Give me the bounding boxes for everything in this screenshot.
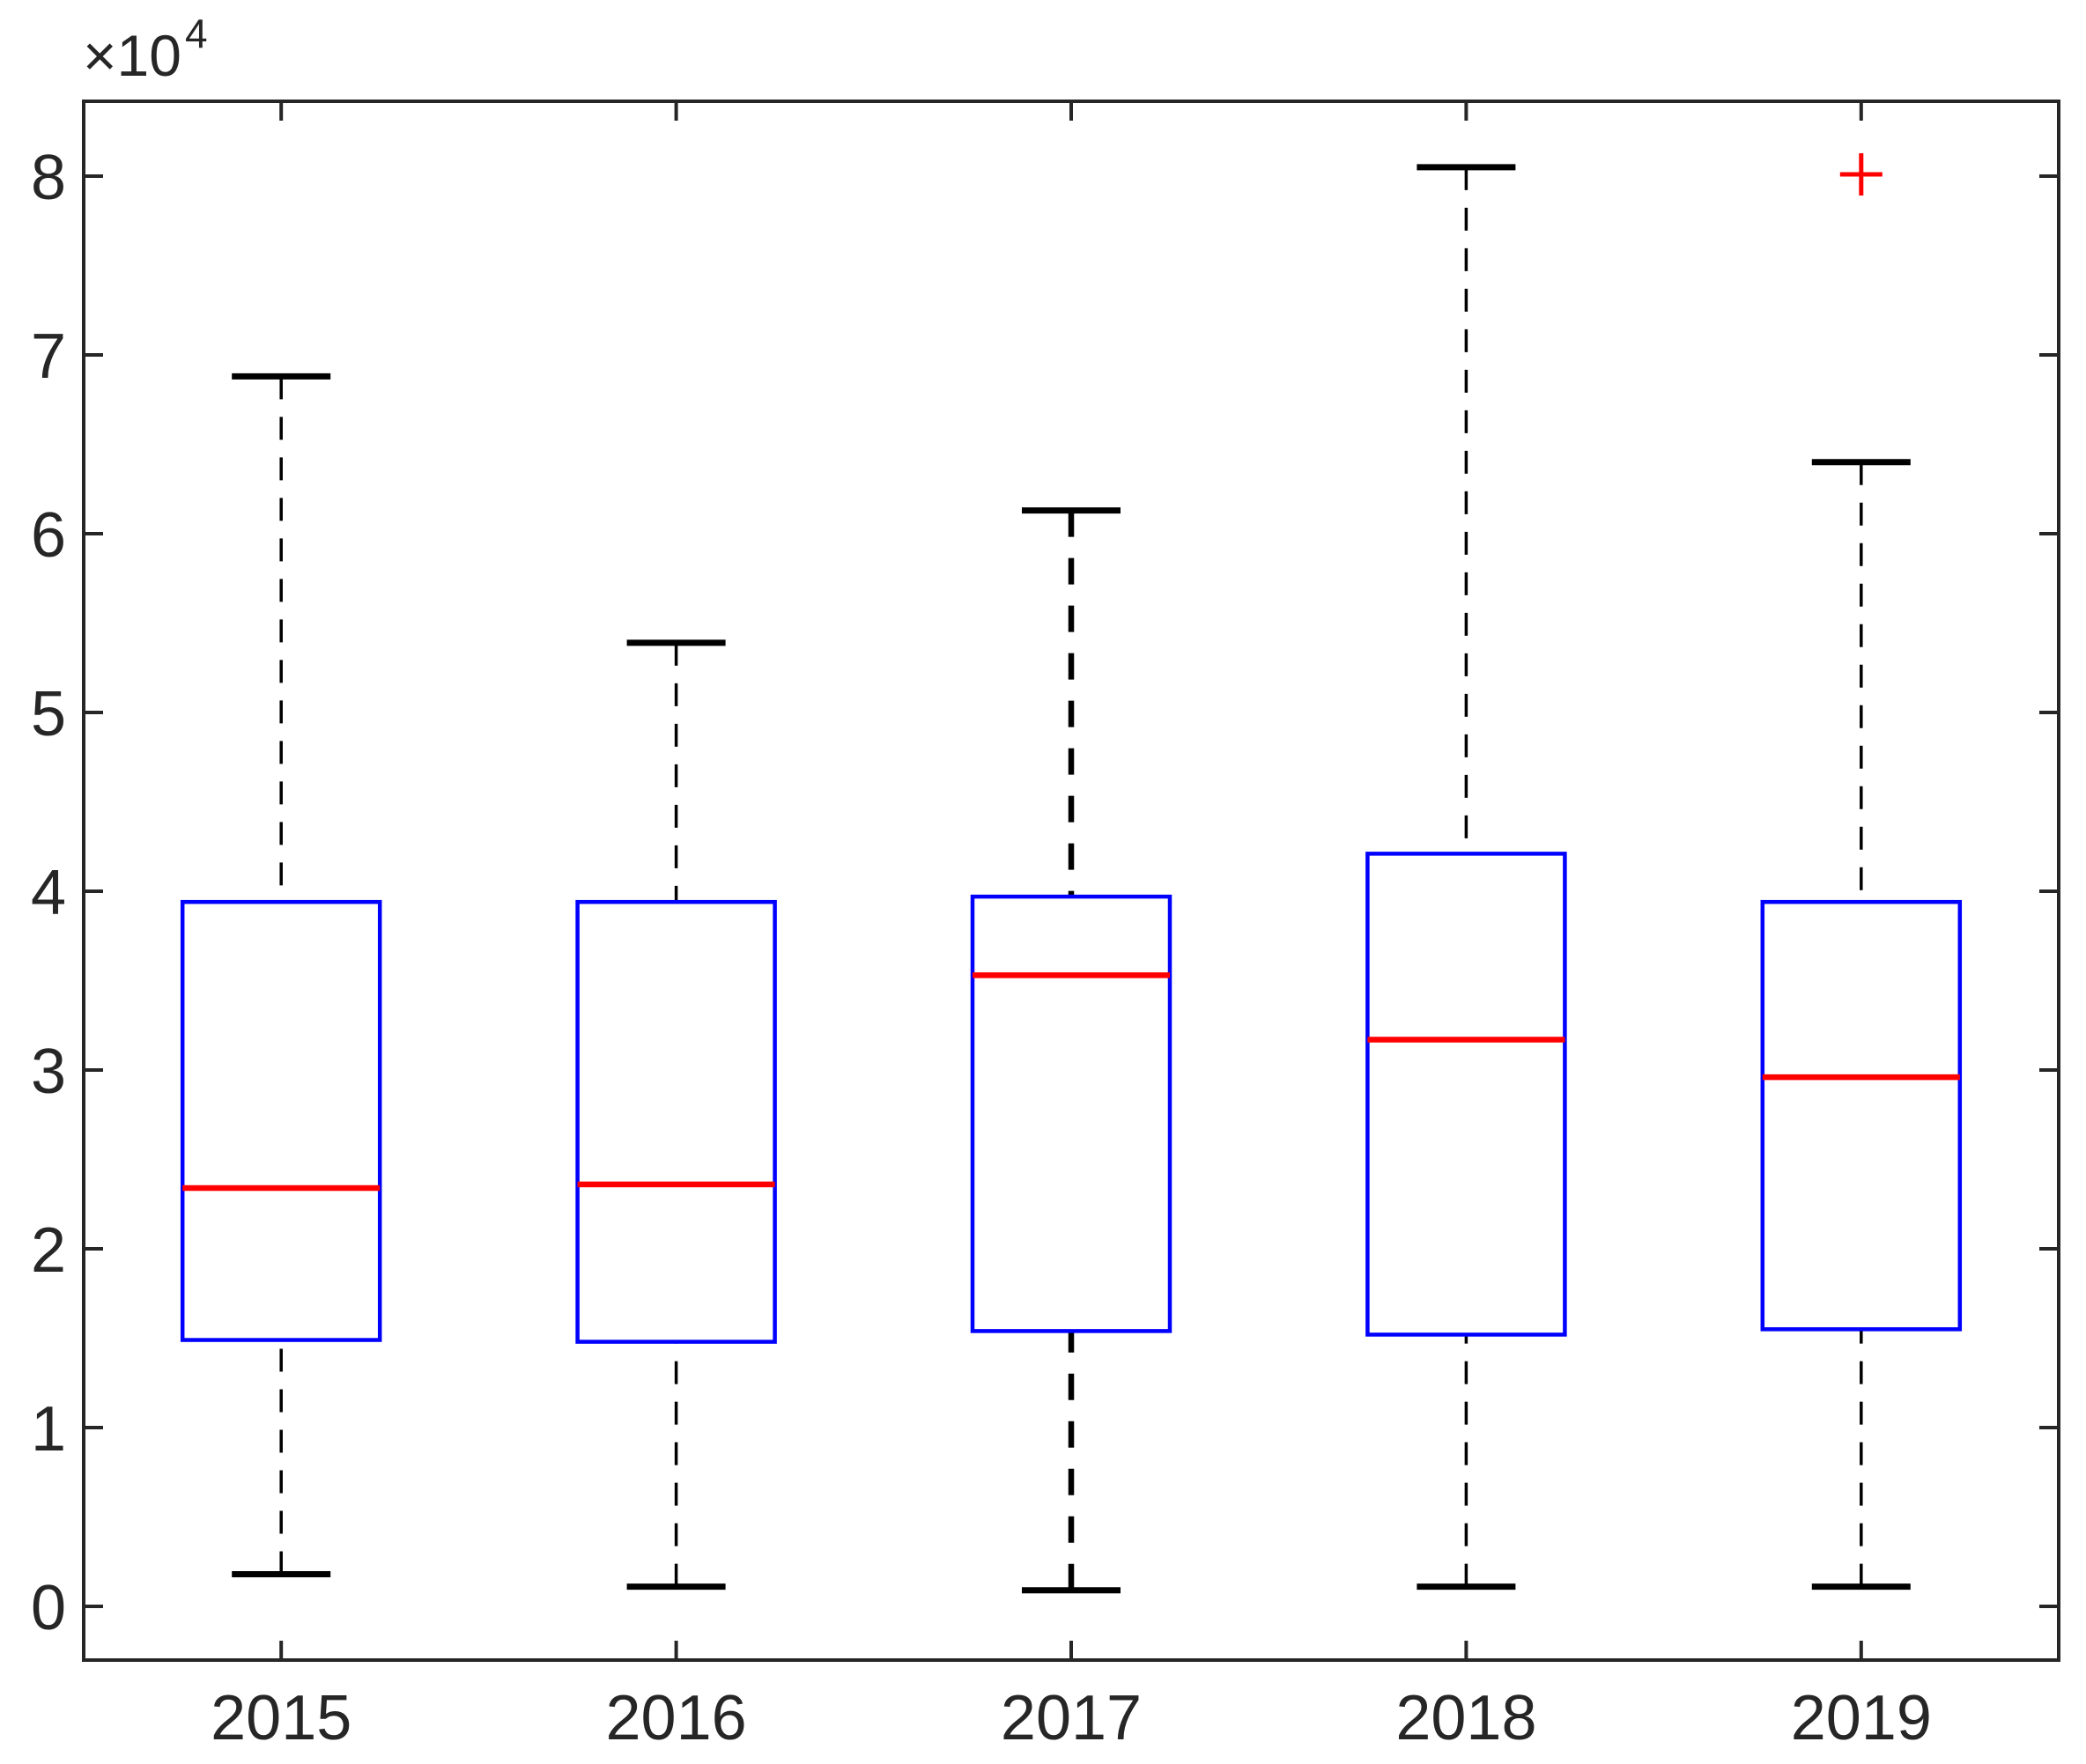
y-tick-label-7: 7 bbox=[31, 321, 66, 392]
y-tick-label-6: 6 bbox=[31, 500, 66, 571]
iqr-box bbox=[1760, 899, 1963, 1332]
y-tick-label-4: 4 bbox=[31, 858, 66, 928]
y-tick-label-0: 0 bbox=[31, 1573, 66, 1643]
box-group-2018 bbox=[1365, 164, 1567, 1591]
y-axis-multiplier: ×104 bbox=[83, 11, 208, 88]
y-tick-label-2: 2 bbox=[31, 1215, 66, 1286]
x-tick-label-2016: 2016 bbox=[606, 1683, 747, 1753]
x-tick-label-2018: 2018 bbox=[1395, 1683, 1536, 1753]
box-group-2015 bbox=[180, 373, 382, 1577]
axes-layer: 0 1 2 3 4 5 6 7 8 2015 2016 2017 2018 2019 bbox=[31, 100, 2060, 1753]
outlier-marker bbox=[1839, 152, 1883, 196]
y-tick-label-5: 5 bbox=[31, 679, 66, 749]
x-tick-label-2017: 2017 bbox=[1001, 1683, 1142, 1753]
iqr-box bbox=[1365, 852, 1567, 1337]
y-tick-label-8: 8 bbox=[31, 143, 66, 213]
y-tick-label-1: 1 bbox=[31, 1394, 66, 1465]
x-tick-label-2015: 2015 bbox=[211, 1683, 351, 1753]
box-group-2019 bbox=[1760, 152, 1963, 1591]
iqr-box bbox=[970, 894, 1172, 1333]
iqr-box bbox=[575, 899, 777, 1344]
y-tick-label-3: 3 bbox=[31, 1037, 66, 1107]
box-group-2017 bbox=[970, 507, 1172, 1594]
box-series-layer bbox=[180, 152, 1963, 1594]
box-group-2016 bbox=[575, 639, 777, 1591]
iqr-box bbox=[180, 899, 382, 1342]
x-tick-label-2019: 2019 bbox=[1791, 1683, 1932, 1753]
